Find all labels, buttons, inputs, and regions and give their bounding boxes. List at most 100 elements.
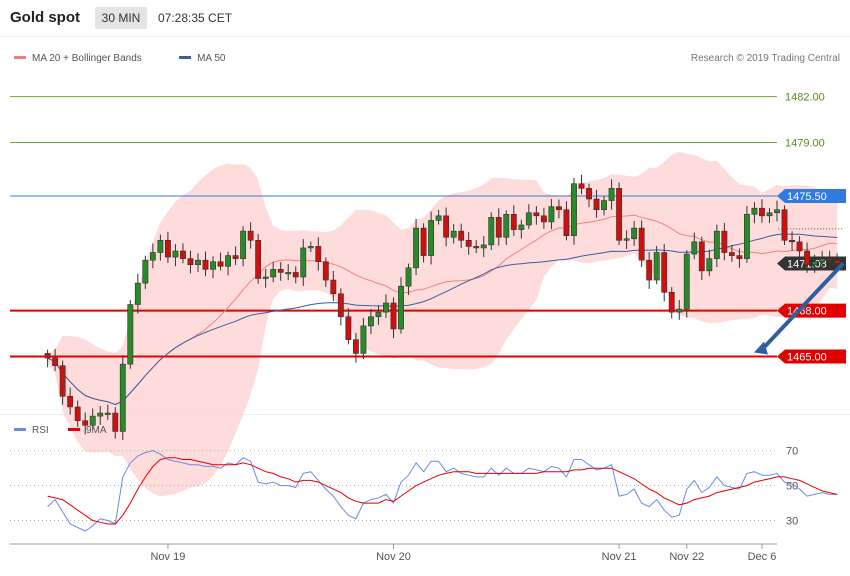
candle	[202, 251, 209, 277]
candle	[383, 294, 389, 318]
candle-body	[89, 415, 96, 426]
candle	[255, 234, 262, 284]
candle	[751, 202, 758, 224]
candle	[337, 288, 344, 326]
candle-body	[383, 302, 389, 313]
candle	[217, 252, 224, 271]
candle-body	[774, 209, 780, 214]
rsi-line	[47, 450, 838, 532]
candle	[413, 218, 419, 276]
price-label-1475.50: 1475.50	[787, 191, 827, 203]
candle	[683, 250, 690, 318]
candle	[593, 189, 600, 218]
candle-body	[811, 261, 818, 266]
candle-body	[435, 215, 442, 221]
candle	[480, 236, 487, 258]
rsi-legend-label-0: RSI	[32, 425, 49, 436]
candle-body	[360, 325, 367, 354]
candle-body	[713, 230, 720, 259]
candle-body	[428, 220, 435, 256]
candle-body	[217, 261, 224, 267]
candle-body	[789, 239, 795, 243]
candle	[262, 268, 269, 288]
candle	[728, 245, 735, 262]
candle-body	[525, 212, 532, 226]
interval-selector[interactable]: 30 MIN	[95, 7, 147, 29]
candle-body	[285, 272, 292, 275]
candle	[774, 200, 780, 222]
candle	[330, 270, 337, 302]
price-legend: MA 20 + Bollinger Bands MA 50	[14, 53, 226, 64]
candle-body	[307, 246, 314, 249]
candle	[571, 177, 577, 245]
candle	[601, 195, 607, 216]
candle-body	[352, 339, 359, 354]
candle	[826, 250, 833, 270]
candle-body	[322, 261, 329, 281]
candle-body	[510, 214, 517, 230]
chart-header: Gold spot 30 MIN 07:28:35 CET	[0, 0, 850, 36]
candle-body	[804, 250, 811, 266]
candle	[157, 234, 164, 261]
candle-body	[112, 412, 119, 432]
candle-body	[751, 207, 758, 215]
bollinger-band	[47, 151, 838, 497]
candle-body	[149, 252, 156, 261]
price-tag-1465.00	[777, 349, 846, 364]
candle-body	[443, 215, 450, 238]
candle-body	[661, 252, 668, 293]
candle	[112, 407, 119, 439]
candle-body	[766, 212, 773, 217]
legend-label-0: MA 20 + Bollinger Bands	[32, 53, 142, 64]
candle	[488, 212, 495, 251]
candle-body	[375, 311, 382, 318]
candle	[180, 243, 186, 264]
candle	[713, 224, 720, 268]
candle	[766, 208, 773, 224]
candle	[82, 412, 89, 435]
candle-body	[683, 253, 690, 310]
candle	[691, 232, 698, 260]
candle-body	[292, 272, 299, 278]
candle	[270, 261, 277, 283]
candle-body	[563, 209, 570, 237]
x-tick-label-Nov 21: Nov 21	[602, 551, 637, 563]
candle	[706, 249, 713, 277]
candle-body	[127, 304, 134, 365]
candle	[104, 404, 111, 420]
candle	[653, 245, 660, 285]
candle	[59, 360, 66, 405]
candle	[503, 210, 510, 245]
candle	[834, 253, 841, 269]
candle	[390, 297, 397, 339]
candle-body	[698, 241, 705, 272]
candle-body	[187, 258, 194, 266]
candle-body	[59, 365, 66, 397]
header-separator	[0, 36, 850, 37]
candle-body	[706, 258, 713, 272]
candle	[375, 305, 382, 325]
candle	[676, 299, 683, 320]
candle	[345, 308, 352, 345]
candle	[315, 237, 322, 271]
candle	[796, 236, 803, 257]
candle-body	[277, 269, 284, 273]
candle-body	[44, 353, 51, 359]
candle-body	[337, 293, 344, 318]
candle	[420, 223, 427, 263]
candle-body	[586, 188, 592, 200]
x-tick-label-Nov 19: Nov 19	[150, 551, 185, 563]
candle	[74, 400, 81, 428]
candle-body	[819, 258, 826, 262]
candle-body	[180, 250, 186, 259]
candle	[631, 220, 638, 247]
candle	[781, 205, 788, 245]
candle-body	[608, 188, 615, 201]
candle-body	[232, 255, 239, 259]
candle-body	[398, 285, 404, 330]
rsi-legend-label-1: 9MA	[86, 425, 107, 436]
candle-body	[82, 420, 89, 426]
candle	[743, 205, 750, 263]
candle	[465, 232, 472, 255]
